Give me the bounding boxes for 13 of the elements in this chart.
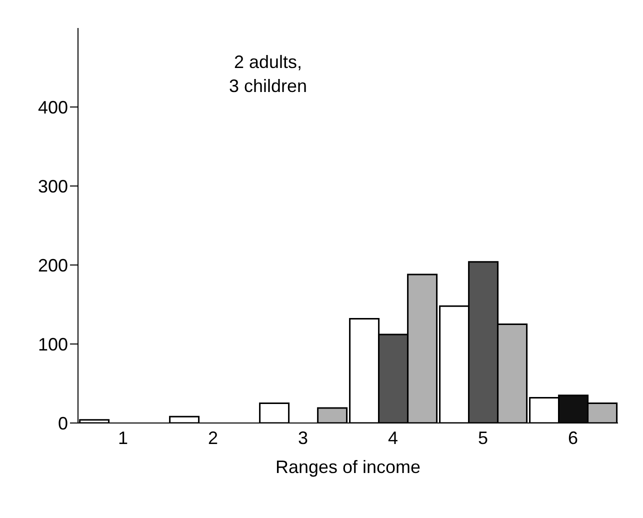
annotation: 2 adults, 3 children [228, 52, 308, 96]
x-tick-label: 1 [118, 428, 128, 448]
y-tick-label: 200 [38, 255, 68, 276]
x-tick-label: 6 [568, 428, 578, 448]
x-tick-label: 3 [298, 428, 308, 448]
y-tick-label: 0 [58, 413, 68, 434]
y-tick-label: 400 [38, 97, 68, 118]
y-tick-label: 300 [38, 176, 68, 196]
x-tick-label: 4 [388, 428, 398, 448]
x-axis-title: Ranges of income [275, 457, 421, 477]
x-tick-label: 5 [478, 428, 488, 448]
x-tick-label: 2 [208, 428, 218, 448]
y-tick-label: 100 [38, 334, 68, 354]
